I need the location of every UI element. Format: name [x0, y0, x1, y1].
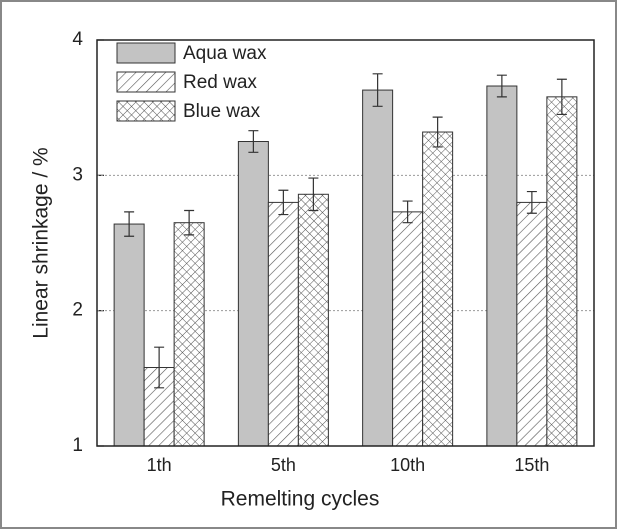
- x-tick-label: 5th: [271, 455, 296, 475]
- bar: [297, 193, 329, 447]
- y-tick-label: 1: [72, 435, 83, 456]
- legend-label: Aqua wax: [183, 43, 267, 64]
- error-bar: [124, 211, 135, 237]
- x-axis-label: Remelting cycles: [221, 488, 380, 511]
- legend-label: Red wax: [183, 72, 257, 93]
- error-bar: [308, 177, 319, 212]
- legend-swatch: [116, 42, 176, 64]
- legend-swatch: [116, 71, 176, 93]
- error-bar: [154, 346, 165, 389]
- x-tick-label: 1th: [147, 455, 172, 475]
- legend-swatch: [116, 100, 176, 122]
- y-tick-label: 3: [72, 164, 83, 185]
- y-tick-label: 2: [72, 300, 83, 321]
- error-bar: [526, 190, 537, 214]
- error-bar: [556, 78, 567, 116]
- bar: [422, 131, 454, 447]
- bar: [362, 89, 394, 447]
- bar: [546, 96, 578, 447]
- x-tick-label: 15th: [514, 455, 549, 475]
- bar: [237, 141, 269, 447]
- x-tick-label: 10th: [390, 455, 425, 475]
- error-bar: [278, 189, 289, 216]
- error-bar: [248, 130, 259, 153]
- bar: [173, 222, 205, 447]
- error-bar: [402, 200, 413, 224]
- error-bar: [184, 209, 195, 236]
- bar: [113, 223, 145, 447]
- error-bar: [496, 74, 507, 98]
- bar: [392, 211, 424, 447]
- bar: [267, 201, 299, 447]
- y-tick-label: 4: [72, 29, 83, 50]
- y-axis-label: Linear shrinkage / %: [30, 147, 53, 338]
- legend-label: Blue wax: [183, 101, 261, 122]
- bar: [486, 85, 518, 447]
- bar: [516, 201, 548, 447]
- error-bar: [432, 116, 443, 148]
- plot-frame: [96, 39, 595, 447]
- error-bar: [372, 73, 383, 107]
